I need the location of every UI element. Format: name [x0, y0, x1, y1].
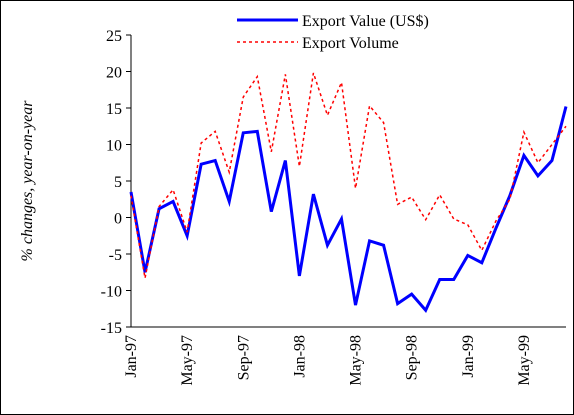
x-tick-label: May-99: [516, 335, 533, 386]
y-tick-label: -15: [101, 320, 122, 337]
y-tick-label: 25: [106, 28, 122, 45]
series-line: [130, 72, 567, 279]
x-tick-label: Sep-98: [404, 335, 421, 380]
y-axis-title: % changes, year-on-year: [19, 100, 36, 262]
y-tick-label: 5: [114, 174, 122, 191]
y-tick-label: -5: [109, 247, 122, 264]
x-tick-label: May-98: [348, 335, 365, 386]
y-tick-label: 15: [106, 101, 122, 118]
series-line: [129, 106, 568, 313]
x-tick-label: Jan-97: [123, 335, 140, 378]
y-tick-label: 10: [106, 138, 122, 155]
legend-label: Export Volume: [302, 35, 399, 52]
legend-label: Export Value (US$): [302, 13, 429, 30]
x-tick-label: Jan-99: [460, 335, 477, 378]
x-tick-label: Jan-98: [291, 335, 308, 378]
y-tick-label: 20: [106, 65, 122, 82]
x-tick-label: May-97: [179, 335, 196, 386]
y-tick-label: -10: [101, 284, 122, 301]
x-tick-label: Sep-97: [235, 335, 252, 380]
y-tick-label: 0: [114, 211, 122, 228]
